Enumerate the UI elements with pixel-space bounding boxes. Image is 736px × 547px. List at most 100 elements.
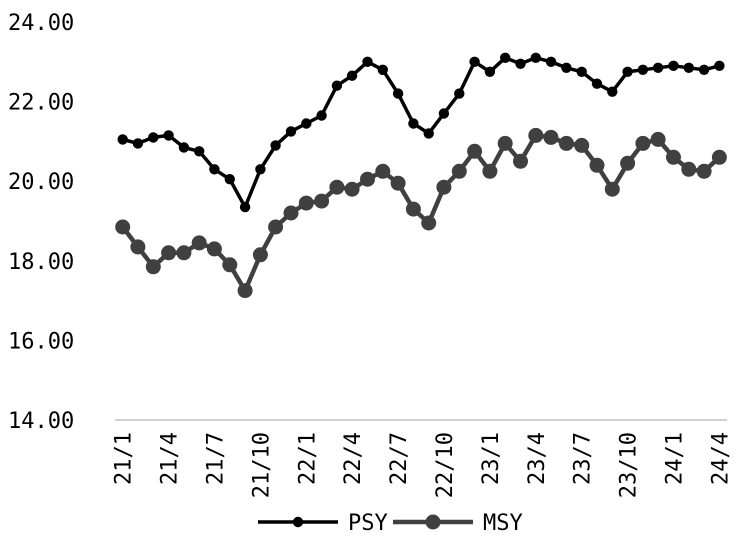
data-point-msy [206,241,222,257]
data-point-psy [668,60,679,71]
x-tick-label: 23/4 [525,432,550,485]
data-point-msy [451,163,467,179]
x-tick-label: 24/4 [708,432,733,485]
data-point-psy [515,58,526,69]
data-point-psy [408,118,419,129]
series-psy [117,52,725,213]
data-point-psy [148,132,159,143]
data-point-psy [362,56,373,67]
series-msy [115,127,727,299]
x-tick-label: 24/1 [662,432,687,485]
legend-label: MSY [483,511,523,536]
data-point-psy [622,66,633,78]
data-point-psy [561,62,572,73]
data-point-psy [683,62,694,73]
data-point-psy [255,164,266,175]
x-tick-label: 23/10 [617,432,642,498]
data-point-msy [360,171,375,187]
data-point-psy [132,138,144,149]
data-point-psy [301,118,312,129]
data-point-psy [209,164,220,175]
data-point-psy [285,126,297,137]
data-point-msy [558,135,574,151]
x-tick-label: 22/1 [295,432,320,485]
data-point-msy [574,137,590,153]
y-tick-label: 16.00 [8,329,74,354]
data-point-msy [467,143,483,159]
data-point-msy [130,239,146,255]
data-point-msy [375,163,391,179]
y-tick-label: 18.00 [8,250,74,275]
data-point-msy [298,195,314,211]
data-point-msy [711,149,727,165]
data-point-psy [500,52,511,63]
data-point-msy [191,235,207,251]
x-tick-label: 21/1 [112,432,137,485]
x-tick-label: 22/7 [387,432,412,485]
data-point-psy [454,88,465,99]
data-point-psy [637,64,649,76]
data-point-msy [650,131,666,147]
data-point-msy [115,219,131,235]
data-point-psy [469,56,480,67]
data-point-msy [252,247,268,263]
data-point-psy [346,70,358,81]
x-tick-label: 21/10 [249,432,274,498]
data-point-psy [576,66,587,78]
data-point-psy [331,80,343,91]
data-point-psy [377,64,388,76]
data-point-msy [161,245,177,261]
data-point-msy [314,193,330,209]
data-point-psy [316,110,327,121]
data-point-msy [421,215,437,231]
data-point-psy [423,128,434,139]
data-point-msy [589,157,605,173]
series-line-psy [122,56,720,209]
x-tick-label: 23/1 [479,432,504,485]
x-tick-label: 23/7 [571,432,596,485]
data-point-msy [405,201,421,217]
data-point-msy [482,163,498,179]
legend-label: PSY [348,511,388,536]
x-tick-label: 22/4 [341,432,366,485]
y-tick-label: 14.00 [8,409,74,434]
data-point-msy [666,149,681,165]
data-point-msy [497,135,513,151]
data-point-psy [392,88,404,99]
data-point-psy [194,146,205,157]
data-point-msy [176,245,192,261]
data-point-psy [117,134,128,145]
legend-marker [425,514,441,530]
data-point-psy [224,174,235,185]
data-point-msy [528,127,544,143]
data-point-msy [390,175,406,191]
data-point-msy [543,129,559,145]
legend-item-psy: PSY [258,511,388,536]
data-point-psy [484,66,496,78]
data-point-psy [714,60,725,71]
x-tick-label: 21/4 [158,432,183,485]
data-point-psy [270,140,281,151]
data-point-msy [681,161,697,177]
data-point-msy [436,179,452,195]
data-point-msy [620,155,636,171]
data-point-psy [239,201,251,213]
legend-item-msy: MSY [393,511,523,536]
data-point-msy [145,259,161,275]
data-point-psy [530,52,541,63]
data-point-msy [344,181,360,197]
data-point-msy [268,219,284,235]
series-layer [115,52,727,299]
data-point-psy [591,78,603,89]
data-point-psy [163,130,174,141]
x-tick-label: 21/7 [203,432,228,485]
data-point-msy [222,257,238,273]
y-tick-label: 22.00 [8,91,74,116]
y-tick-label: 24.00 [8,11,74,36]
x-tick-label: 22/10 [433,432,458,498]
data-point-psy [438,108,450,119]
y-axis-tick-labels: 14.00 16.00 18.00 20.00 22.00 24.00 [8,11,74,434]
data-point-psy [545,56,557,67]
